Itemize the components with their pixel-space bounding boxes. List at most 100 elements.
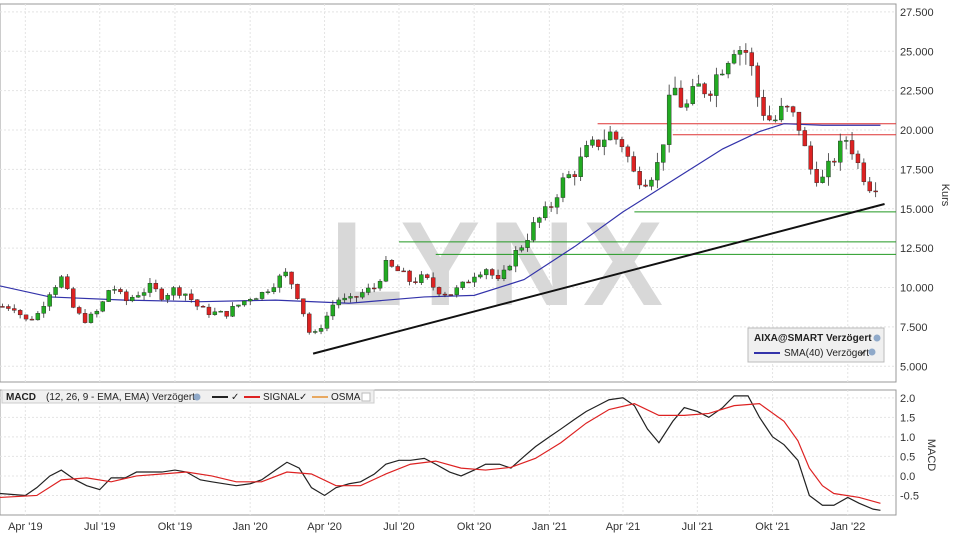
candle-body xyxy=(796,111,802,131)
macd-y-tick-label: 2.0 xyxy=(900,393,915,405)
candle-body xyxy=(749,52,754,67)
candle-body xyxy=(253,298,259,300)
candle-body xyxy=(265,291,271,293)
candle-body xyxy=(318,328,324,332)
candle-body xyxy=(525,240,530,248)
candle-body xyxy=(336,299,341,306)
candle-body xyxy=(82,313,88,323)
candle-body xyxy=(301,298,306,315)
macd-y-tick-label: -0.5 xyxy=(900,490,919,502)
candle-body xyxy=(702,83,707,95)
x-tick-label: Jul '21 xyxy=(682,521,713,533)
candle-body xyxy=(118,289,123,293)
check-icon[interactable]: ✓ xyxy=(231,392,239,403)
legend-symbol: AIXA@SMART Verzögert xyxy=(754,333,872,344)
candle-body xyxy=(590,139,595,146)
candle-body xyxy=(489,269,495,276)
candle-body xyxy=(0,306,5,308)
candle-body xyxy=(147,283,153,293)
candle-body xyxy=(23,314,29,320)
price-y-tick-label: 5.000 xyxy=(900,361,928,373)
candle-body xyxy=(177,287,182,296)
x-tick-label: Okt '20 xyxy=(457,521,492,533)
candle-body xyxy=(649,179,654,187)
candle-body xyxy=(289,271,294,285)
check-icon[interactable]: ✓ xyxy=(859,348,867,359)
candle-body xyxy=(554,197,560,208)
candle-body xyxy=(643,184,648,187)
settings-icon[interactable] xyxy=(873,334,881,342)
candle-body xyxy=(784,105,790,108)
candle-body xyxy=(295,283,300,299)
candle-body xyxy=(767,115,772,121)
candle-body xyxy=(330,304,336,317)
macd-legend-box xyxy=(1,389,375,404)
candle-body xyxy=(808,145,813,170)
candle-body xyxy=(59,276,64,288)
candle-body xyxy=(755,65,760,98)
price-y-tick-label: 22.500 xyxy=(900,86,934,98)
candle-body xyxy=(855,153,861,164)
candle-body xyxy=(637,171,642,186)
settings-icon[interactable] xyxy=(193,393,201,401)
candle-body xyxy=(584,145,589,158)
candle-body xyxy=(360,292,365,298)
candle-body xyxy=(578,156,583,177)
price-y-tick-label: 10.000 xyxy=(900,283,934,295)
macd-grid xyxy=(0,389,897,516)
candle-body xyxy=(472,276,477,283)
candle-body xyxy=(537,217,542,223)
osma-toggle[interactable] xyxy=(361,392,371,402)
x-tick-label: Jan '20 xyxy=(233,521,268,533)
x-tick-label: Apr '20 xyxy=(307,521,342,533)
candle-body xyxy=(171,287,176,296)
x-tick-label: Jan '22 xyxy=(830,521,865,533)
candle-body xyxy=(342,297,347,301)
candle-body xyxy=(112,289,117,291)
candle-body xyxy=(76,307,82,314)
candle-body xyxy=(41,306,46,314)
candle-body xyxy=(849,140,855,155)
price-y-tick-label: 25.000 xyxy=(900,46,934,58)
candle-body xyxy=(560,177,566,198)
candle-body xyxy=(790,106,796,113)
candle-body xyxy=(106,290,111,302)
candle-body xyxy=(124,291,129,302)
check-icon[interactable]: ✓ xyxy=(299,392,307,403)
candle-body xyxy=(47,294,52,307)
candle-body xyxy=(478,274,483,278)
candle-body xyxy=(596,139,601,147)
candle-body xyxy=(832,160,837,163)
candle-body xyxy=(17,310,23,316)
settings-icon[interactable] xyxy=(868,348,876,356)
price-y-tick-label: 12.500 xyxy=(900,243,934,255)
macd-lines xyxy=(0,395,881,511)
candle-body xyxy=(248,299,253,302)
candle-body xyxy=(779,105,784,121)
candle-body xyxy=(731,54,737,64)
macd-line xyxy=(0,395,881,511)
candle-body xyxy=(283,271,288,277)
candle-body xyxy=(12,308,17,311)
candle-body xyxy=(572,174,577,177)
candle-body xyxy=(65,276,70,289)
candle-body xyxy=(743,50,749,53)
candle-body xyxy=(218,310,223,313)
candle-body xyxy=(141,292,147,296)
candle-body xyxy=(548,206,554,208)
candle-body xyxy=(725,62,731,75)
candle-body xyxy=(737,50,743,55)
candle-body xyxy=(6,306,11,309)
candle-body xyxy=(519,247,524,251)
candle-body xyxy=(100,301,105,312)
x-tick-label: Okt '21 xyxy=(755,521,790,533)
candle-body xyxy=(242,300,247,306)
candle-body xyxy=(507,265,513,271)
candles xyxy=(0,43,878,335)
candle-body xyxy=(53,287,58,295)
candle-body xyxy=(395,266,400,272)
candle-body xyxy=(71,288,76,308)
candle-body xyxy=(720,73,725,76)
